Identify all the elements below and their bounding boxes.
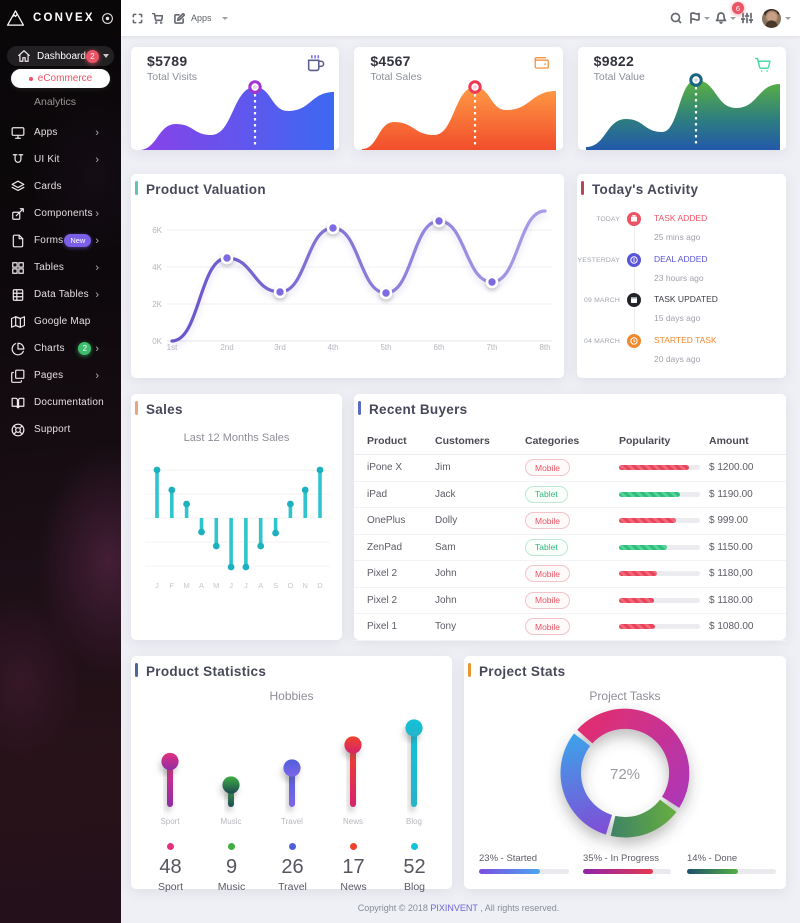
svg-text:J: J — [229, 581, 233, 590]
svg-text:6K: 6K — [152, 226, 162, 235]
svg-text:4K: 4K — [152, 263, 162, 272]
svg-text:J: J — [155, 581, 159, 590]
svg-text:2nd: 2nd — [220, 343, 233, 352]
svg-text:A: A — [199, 581, 204, 590]
svg-text:Sport: Sport — [160, 817, 180, 826]
svg-text:2K: 2K — [152, 300, 162, 309]
svg-text:$: $ — [633, 257, 636, 262]
svg-text:1st: 1st — [167, 343, 178, 352]
svg-text:Music: Music — [221, 817, 242, 826]
svg-text:M: M — [183, 581, 189, 590]
svg-text:Travel: Travel — [281, 817, 303, 826]
svg-text:Blog: Blog — [406, 817, 422, 826]
svg-text:A: A — [258, 581, 263, 590]
svg-text:0K: 0K — [152, 337, 162, 346]
svg-text:O: O — [287, 581, 293, 590]
svg-text:72%: 72% — [610, 766, 640, 783]
svg-text:5th: 5th — [380, 343, 391, 352]
svg-text:3rd: 3rd — [274, 343, 286, 352]
svg-text:News: News — [343, 817, 363, 826]
svg-text:D: D — [317, 581, 323, 590]
svg-text:6th: 6th — [433, 343, 444, 352]
svg-text:8th: 8th — [539, 343, 550, 352]
svg-text:N: N — [302, 581, 307, 590]
svg-text:7th: 7th — [486, 343, 497, 352]
svg-text:F: F — [170, 581, 175, 590]
svg-text:M: M — [213, 581, 219, 590]
svg-text:J: J — [244, 581, 248, 590]
svg-text:4th: 4th — [327, 343, 338, 352]
svg-text:S: S — [273, 581, 278, 590]
